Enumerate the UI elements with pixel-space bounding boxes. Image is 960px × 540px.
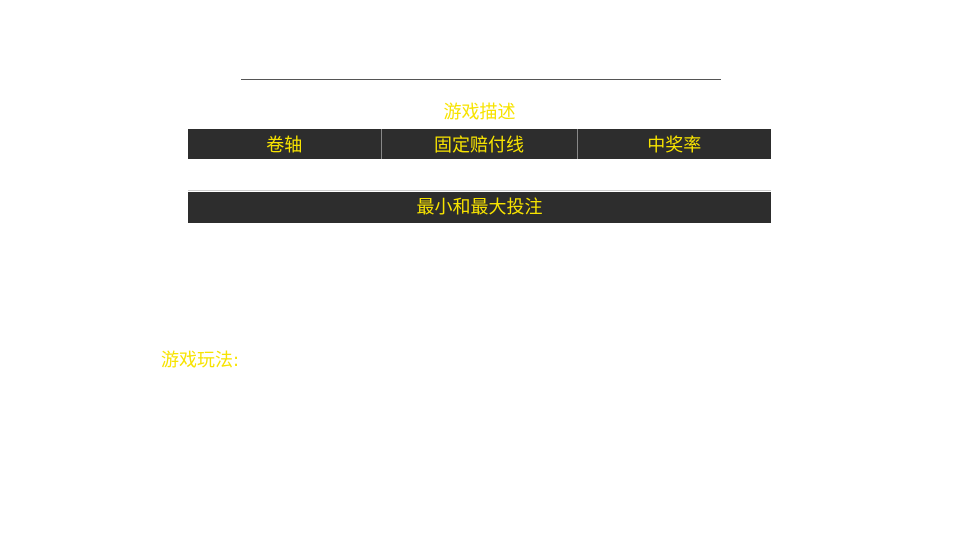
table-header-row: 卷轴 固定赔付线 中奖率 xyxy=(188,129,771,159)
game-description-title: 游戏描述 xyxy=(443,102,516,123)
win-rate-value xyxy=(577,159,771,191)
column-header-reels: 卷轴 xyxy=(188,129,381,159)
table-row xyxy=(188,159,771,191)
fixed-paylines-value xyxy=(381,159,577,191)
game-info-table: 卷轴 固定赔付线 中奖率 xyxy=(188,129,771,191)
column-header-win-rate: 中奖率 xyxy=(576,129,771,159)
min-max-bet-header: 最小和最大投注 xyxy=(188,192,771,223)
top-divider xyxy=(241,79,721,80)
column-header-fixed-paylines: 固定赔付线 xyxy=(380,129,577,159)
gameplay-label: 游戏玩法: xyxy=(161,350,240,371)
reels-value xyxy=(188,159,381,191)
